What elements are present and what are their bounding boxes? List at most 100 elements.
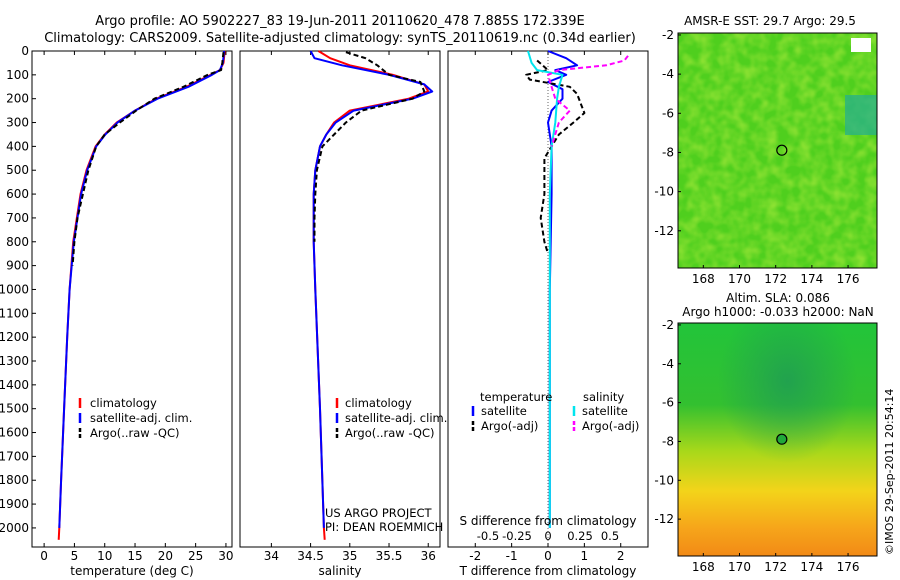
depth-tick-label: 1400: [0, 378, 29, 392]
depth-tick-label: 900: [6, 259, 29, 273]
depth-tick-label: 100: [6, 68, 29, 82]
t-difference-x-axis: -2 -1 0 1 2: [469, 51, 625, 563]
lat-tick-label: -6: [662, 396, 674, 410]
difference-series: [525, 50, 629, 528]
x-tick-label: 34.5: [297, 549, 324, 563]
depth-tick-label: 1300: [0, 354, 29, 368]
depth-tick-label: 700: [6, 211, 29, 225]
salinity-series: [309, 50, 434, 540]
depth-tick-label: 0: [21, 44, 29, 58]
x-tick-label: -2: [469, 549, 481, 563]
temperature-x-axis: 0 5 10 15 20 25 30: [40, 51, 234, 563]
legend-argo: Argo(..raw -QC): [90, 426, 180, 440]
legend-s-satellite: satellite: [582, 404, 628, 418]
argo-float-marker: [776, 433, 788, 445]
temperature-legend: climatology satellite-adj. clim. Argo(..…: [78, 396, 192, 440]
s-difference-label: S difference from climatology: [460, 514, 637, 528]
temperature-x-label: temperature (deg C): [70, 564, 193, 578]
sla-map-frame: [677, 322, 878, 557]
depth-tick-label: 500: [6, 163, 29, 177]
sst-map-panel: AMSR-E SST: 29.7 Argo: 29.5 168 170 172 174…: [654, 14, 878, 286]
salinity-x-label: salinity: [318, 564, 361, 578]
s-tick: 0.25: [567, 529, 593, 543]
depth-tick-label: 600: [6, 187, 29, 201]
s-difference-ticks: -0.5 -0.25 0 0.25 0.5: [477, 529, 619, 543]
project-annotation: US ARGO PROJECT: [325, 506, 433, 520]
x-tick-label: 25: [188, 549, 203, 563]
depth-tick-label: 400: [6, 139, 29, 153]
lon-tick-label: 172: [764, 272, 787, 286]
legend-satellite: satellite-adj. clim.: [345, 411, 447, 425]
x-tick-label: 15: [127, 549, 142, 563]
legend-title-salinity: salinity: [583, 390, 624, 404]
x-tick-label: -1: [506, 549, 518, 563]
depth-tick-label: 300: [6, 116, 29, 130]
depth-tick-label: 1500: [0, 402, 29, 416]
lon-tick-label: 170: [728, 560, 751, 574]
sst-map-nodata: [851, 38, 871, 52]
sst-map-texture: [678, 33, 877, 268]
argo-float-marker: [776, 144, 788, 156]
lon-tick-label: 176: [837, 560, 860, 574]
t-difference-x-label: T difference from climatology: [459, 564, 637, 578]
depth-tick-label: 2000: [0, 521, 29, 535]
legend-t-satellite: satellite: [481, 404, 527, 418]
lat-tick-label: -2: [662, 318, 674, 332]
series-line: [527, 50, 564, 528]
legend-satellite: satellite-adj. clim.: [90, 411, 192, 425]
sst-map-axes: 168 170 172 174 176 -2 -4 -6 -8 -10 -12: [654, 28, 859, 286]
series-line: [71, 52, 225, 266]
difference-plot-frame: [447, 50, 649, 548]
lon-tick-label: 170: [728, 272, 751, 286]
x-tick-label: 34: [264, 549, 279, 563]
header-line2: Climatology: CARS2009. Satellite-adjuste…: [44, 31, 636, 46]
lat-tick-label: -4: [662, 357, 674, 371]
depth-tick-label: 1800: [0, 473, 29, 487]
lat-tick-label: -12: [654, 512, 674, 526]
lon-tick-label: 172: [764, 560, 787, 574]
lat-tick-label: -6: [662, 106, 674, 120]
depth-tick-label: 1000: [0, 282, 29, 296]
x-tick-label: 36: [421, 549, 436, 563]
x-tick-label: 5: [71, 549, 79, 563]
sla-map-panel: Altim. SLA: 0.086 Argo h1000: -0.033 h20…: [654, 291, 878, 574]
sla-map-title-line2: Argo h1000: -0.033 h2000: NaN: [682, 305, 874, 319]
lat-tick-label: -8: [662, 145, 674, 159]
s-tick: -0.5: [477, 529, 499, 543]
header-line1: Argo profile: AO 5902227_83 19-Jun-2011 …: [95, 14, 584, 29]
temperature-panel: 0100200300400500600700800900100011001200…: [0, 44, 234, 578]
lat-tick-label: -10: [654, 473, 674, 487]
salinity-x-axis: 34 34.5 35 35.5 36: [264, 51, 436, 563]
depth-tick-label: 1200: [0, 330, 29, 344]
depth-tick-label: 1600: [0, 426, 29, 440]
legend-s-argo: Argo(-adj): [582, 419, 639, 433]
lon-tick-label: 168: [692, 272, 715, 286]
lon-tick-label: 174: [800, 272, 823, 286]
imos-timestamp: ©IMOS 29-Sep-2011 20:54:14: [883, 389, 896, 555]
lat-tick-label: -10: [654, 185, 674, 199]
x-tick-label: 20: [158, 549, 173, 563]
series-line: [58, 50, 226, 528]
legend-argo: Argo(..raw -QC): [345, 426, 435, 440]
series-line: [313, 51, 426, 242]
legend-climatology: climatology: [345, 396, 412, 410]
temperature-plot-frame: [31, 50, 233, 548]
salinity-legend: climatology satellite-adj. clim. Argo(..…: [335, 396, 447, 440]
s-tick: 0.5: [601, 529, 619, 543]
series-line: [547, 55, 629, 147]
x-tick-label: 0: [544, 549, 552, 563]
depth-tick-label: 800: [6, 235, 29, 249]
lon-tick-label: 174: [800, 560, 823, 574]
lat-tick-label: -8: [662, 434, 674, 448]
pi-annotation: PI: DEAN ROEMMICH: [325, 520, 443, 534]
salinity-panel: 34 34.5 35 35.5 36 salinity climatology sate…: [239, 50, 447, 578]
sst-map-title: AMSR-E SST: 29.7 Argo: 29.5: [684, 14, 856, 28]
depth-tick-label: 200: [6, 92, 29, 106]
depth-tick-label: 1700: [0, 449, 29, 463]
s-tick: 0: [544, 529, 551, 543]
lon-tick-label: 176: [837, 272, 860, 286]
depth-axis: 0 100 200 300 400 500 600 700 800 900 1000 1100 1200…: [0, 44, 36, 535]
sla-map-title-line1: Altim. SLA: 0.086: [726, 291, 830, 305]
series-line: [309, 50, 434, 528]
